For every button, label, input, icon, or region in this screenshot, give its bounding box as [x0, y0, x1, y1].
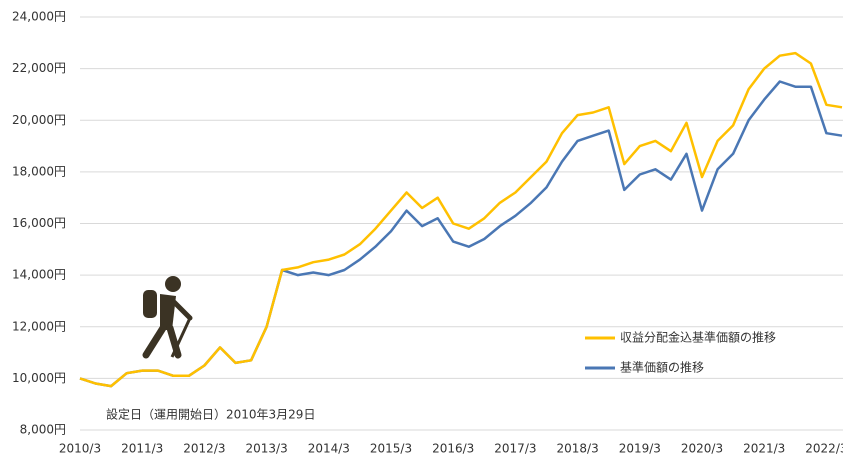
x-tick-label: 2020/3 [681, 442, 723, 456]
x-tick-label: 2010/3 [59, 442, 101, 456]
x-tick-label: 2013/3 [245, 442, 287, 456]
x-tick-label: 2022/3 [805, 442, 843, 456]
x-tick-label: 2012/3 [183, 442, 225, 456]
x-tick-label: 2016/3 [432, 442, 474, 456]
x-tick-label: 2011/3 [121, 442, 163, 456]
x-tick-label: 2021/3 [743, 442, 785, 456]
legend-label: 基準価額の推移 [620, 360, 704, 375]
legend-label: 収益分配金込基準価額の推移 [620, 330, 776, 345]
y-tick-label: 14,000円 [12, 268, 66, 282]
y-tick-label: 20,000円 [12, 113, 66, 127]
y-tick-label: 8,000円 [20, 423, 66, 437]
plot: 8,000円 10,000円 12,000円 14,000円 16,000円 18,000… [12, 10, 843, 456]
series-line [79, 51, 843, 388]
y-tick-label: 10,000円 [12, 371, 66, 385]
x-tick-label: 2014/3 [308, 442, 350, 456]
y-tick-label: 16,000円 [12, 216, 66, 230]
x-tick-label: 2019/3 [619, 442, 661, 456]
x-tick-label: 2017/3 [494, 442, 536, 456]
y-tick-label: 22,000円 [12, 61, 66, 75]
annotation: 設定日（運用開始日）2010年3月29日 [106, 407, 315, 422]
y-tick-label: 18,000円 [12, 164, 66, 178]
x-tick-label: 2018/3 [556, 442, 598, 456]
y-tick-label: 12,000円 [12, 319, 66, 333]
x-tick-label: 2015/3 [370, 442, 412, 456]
hiker-icon [142, 276, 193, 359]
y-tick-label: 24,000円 [12, 10, 66, 24]
